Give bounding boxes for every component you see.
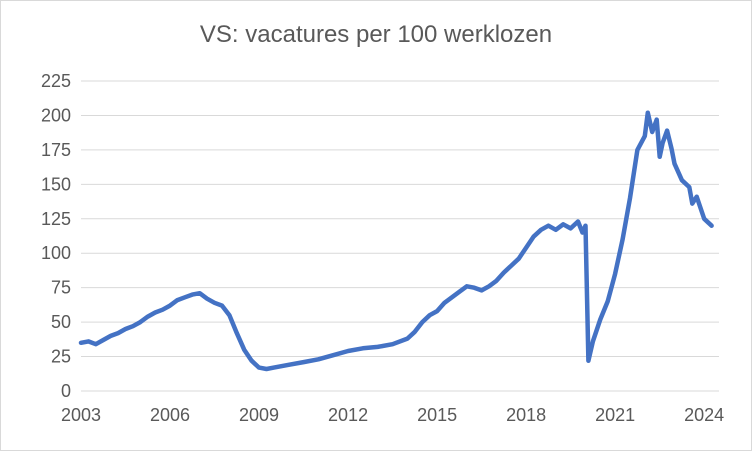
x-tick-label: 2021 xyxy=(595,405,635,425)
y-tick-label: 100 xyxy=(41,243,71,263)
x-tick-label: 2006 xyxy=(150,405,190,425)
y-tick-label: 50 xyxy=(51,312,71,332)
y-tick-label: 25 xyxy=(51,347,71,367)
y-tick-label: 175 xyxy=(41,140,71,160)
x-tick-label: 2015 xyxy=(417,405,457,425)
gridlines xyxy=(81,80,719,358)
series-line-0 xyxy=(78,110,714,372)
y-tick-label: 200 xyxy=(41,105,71,125)
series-lines xyxy=(78,110,714,372)
x-tick-label: 2018 xyxy=(506,405,546,425)
y-axis-tick-labels: 0 25 50 75 100 125 150 175 200 225 xyxy=(41,71,71,401)
x-axis-tick-labels: 2003 2006 2009 2012 2015 2018 2021 2024 xyxy=(61,405,724,425)
x-tick-label: 2024 xyxy=(684,405,724,425)
x-tick-label: 2003 xyxy=(61,405,101,425)
x-tick-label: 2009 xyxy=(239,405,279,425)
x-tick-label: 2012 xyxy=(328,405,368,425)
y-tick-label: 0 xyxy=(61,381,71,401)
y-tick-label: 150 xyxy=(41,174,71,194)
chart-title: VS: vacatures per 100 werklozen xyxy=(199,21,553,48)
y-tick-label: 125 xyxy=(41,209,71,229)
y-tick-label: 225 xyxy=(41,71,71,91)
y-tick-label: 75 xyxy=(51,278,71,298)
